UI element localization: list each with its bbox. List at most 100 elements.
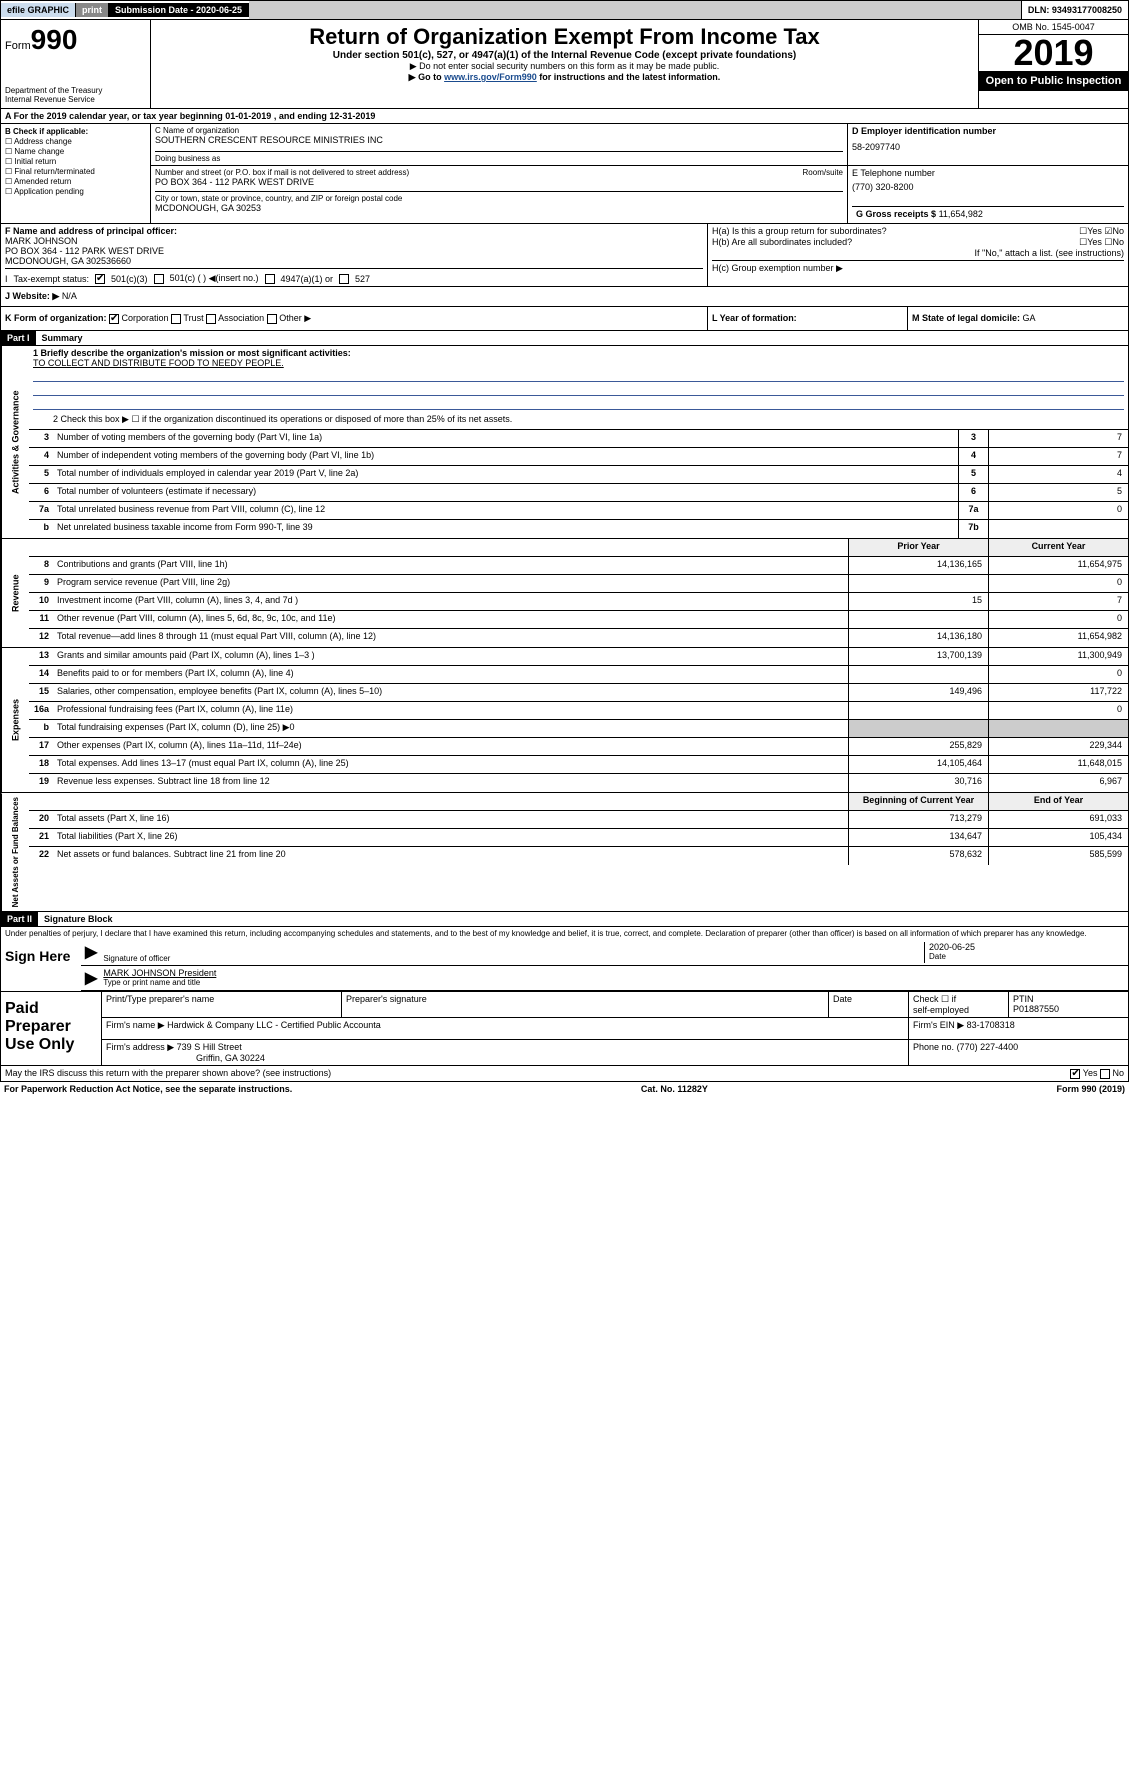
receipts-cell: G Gross receipts $ 11,654,982 xyxy=(852,206,1124,221)
gov-row: 5 Total number of individuals employed i… xyxy=(29,466,1128,484)
prep-h3: Date xyxy=(828,992,908,1017)
firm-ein-cell: Firm's EIN ▶ 83-1708318 xyxy=(908,1018,1128,1039)
part1-title: Summary xyxy=(36,331,89,345)
form-subtitle-3: ▶ Go to www.irs.gov/Form990 for instruct… xyxy=(155,72,974,83)
website-value: N/A xyxy=(62,291,77,301)
firm-phone-cell: Phone no. (770) 227-4400 xyxy=(908,1040,1128,1065)
chk-trust[interactable] xyxy=(171,314,181,324)
tax-year: 2019 xyxy=(979,35,1128,71)
line-desc: Other revenue (Part VIII, column (A), li… xyxy=(53,611,848,628)
chk-501c[interactable] xyxy=(154,274,164,284)
discuss-row: May the IRS discuss this return with the… xyxy=(0,1066,1129,1082)
firm-name-label: Firm's name ▶ xyxy=(106,1020,165,1030)
data-row: 12 Total revenue—add lines 8 through 11 … xyxy=(29,629,1128,647)
data-row: 11 Other revenue (Part VIII, column (A),… xyxy=(29,611,1128,629)
data-row: 19 Revenue less expenses. Subtract line … xyxy=(29,774,1128,792)
hb-line: H(b) Are all subordinates included? ☐Yes… xyxy=(712,237,1124,248)
chk-4947[interactable] xyxy=(265,274,275,284)
k-corp: Corporation xyxy=(122,313,169,323)
chk-501c3[interactable] xyxy=(95,274,105,284)
part1-tag: Part I xyxy=(1,331,36,345)
b-item-2[interactable]: ☐ Initial return xyxy=(5,157,146,166)
addr-row: Number and street (or P.O. box if mail i… xyxy=(151,166,1128,223)
chk-assoc[interactable] xyxy=(206,314,216,324)
data-row: 10 Investment income (Part VIII, column … xyxy=(29,593,1128,611)
addr-label: Number and street (or P.O. box if mail i… xyxy=(155,168,843,177)
preparer-section: Paid Preparer Use Only Print/Type prepar… xyxy=(0,992,1129,1066)
ha-line: H(a) Is this a group return for subordin… xyxy=(712,226,1124,237)
header-mid: Return of Organization Exempt From Incom… xyxy=(151,20,978,108)
opt-501c3: 501(c)(3) xyxy=(111,274,148,284)
form-header: Form990 Department of the Treasury Inter… xyxy=(0,20,1129,109)
line-desc: Total unrelated business revenue from Pa… xyxy=(53,502,958,519)
line-desc: Total number of individuals employed in … xyxy=(53,466,958,483)
prep-row-3: Firm's address ▶ 739 S Hill Street Griff… xyxy=(101,1040,1128,1065)
cat-text: Cat. No. 11282Y xyxy=(641,1084,708,1094)
line-num: 5 xyxy=(29,466,53,483)
current-val: 11,654,982 xyxy=(988,629,1128,647)
line-box: 7a xyxy=(958,502,988,519)
prior-val: 713,279 xyxy=(848,811,988,828)
q1-label: 1 Briefly describe the organization's mi… xyxy=(33,348,1124,358)
hc-line: H(c) Group exemption number ▶ xyxy=(712,260,1124,274)
current-val: 691,033 xyxy=(988,811,1128,828)
line-num: 18 xyxy=(29,756,53,773)
b-item-1[interactable]: ☐ Name change xyxy=(5,147,146,156)
b-item-3[interactable]: ☐ Final return/terminated xyxy=(5,167,146,176)
opt-4947: 4947(a)(1) or xyxy=(281,274,334,284)
prior-val xyxy=(848,666,988,683)
chk-corp[interactable] xyxy=(109,314,119,324)
prep-row-2: Firm's name ▶ Hardwick & Company LLC - C… xyxy=(101,1018,1128,1040)
line-desc: Number of independent voting members of … xyxy=(53,448,958,465)
form-prefix: Form xyxy=(5,40,31,52)
line-num: 13 xyxy=(29,648,53,665)
sig-section: Under penalties of perjury, I declare th… xyxy=(0,927,1129,992)
firm-addr-label: Firm's address ▶ xyxy=(106,1042,174,1052)
line-desc: Salaries, other compensation, employee b… xyxy=(53,684,848,701)
firm-name-cell: Firm's name ▶ Hardwick & Company LLC - C… xyxy=(101,1018,908,1039)
prior-val xyxy=(848,575,988,592)
addr-label-text: Number and street (or P.O. box if mail i… xyxy=(155,168,409,177)
chk-527[interactable] xyxy=(339,274,349,284)
current-val: 11,300,949 xyxy=(988,648,1128,665)
line-num: 14 xyxy=(29,666,53,683)
line-num: 17 xyxy=(29,738,53,755)
opt-501c: 501(c) ( ) ◀(insert no.) xyxy=(170,273,259,284)
b-item-5[interactable]: ☐ Application pending xyxy=(5,187,146,196)
print-button[interactable]: print xyxy=(76,3,109,17)
line-num: 4 xyxy=(29,448,53,465)
line-desc: Contributions and grants (Part VIII, lin… xyxy=(53,557,848,574)
prior-val: 14,105,464 xyxy=(848,756,988,773)
col-prior: Prior Year xyxy=(848,539,988,556)
governance-section: Activities & Governance 1 Briefly descri… xyxy=(0,346,1129,539)
top-bar: efile GRAPHIC print Submission Date - 20… xyxy=(0,0,1129,20)
irs-link[interactable]: www.irs.gov/Form990 xyxy=(444,72,537,82)
current-val: 7 xyxy=(988,593,1128,610)
sig-date-area: 2020-06-25 Date xyxy=(924,942,1124,963)
city-label: City or town, state or province, country… xyxy=(155,194,843,203)
b-item-4[interactable]: ☐ Amended return xyxy=(5,177,146,186)
firm-name: Hardwick & Company LLC - Certified Publi… xyxy=(167,1020,381,1030)
m-value: GA xyxy=(1023,313,1036,323)
line-desc: Grants and similar amounts paid (Part IX… xyxy=(53,648,848,665)
period-label-a: A For the 2019 calendar year, or tax yea… xyxy=(5,111,225,121)
prior-val: 578,632 xyxy=(848,847,988,865)
topbar-spacer xyxy=(249,1,1022,19)
line-box: 6 xyxy=(958,484,988,501)
line-desc: Total number of volunteers (estimate if … xyxy=(53,484,958,501)
receipts-value: 11,654,982 xyxy=(939,209,983,219)
phone-cell: E Telephone number (770) 320-8200 G Gros… xyxy=(848,166,1128,223)
part2-header: Part II Signature Block xyxy=(0,912,1129,927)
preparer-body: Print/Type preparer's name Preparer's si… xyxy=(101,992,1128,1065)
city-value: MCDONOUGH, GA 30253 xyxy=(155,203,843,213)
k-assoc: Association xyxy=(218,313,264,323)
b-item-0[interactable]: ☐ Address change xyxy=(5,137,146,146)
discuss-no-chk[interactable] xyxy=(1100,1069,1110,1079)
sig-line-2: ▶ MARK JOHNSON President Type or print n… xyxy=(81,966,1128,991)
discuss-yes-chk[interactable] xyxy=(1070,1069,1080,1079)
col-begin: Beginning of Current Year xyxy=(848,793,988,810)
prep-h4b: self-employed xyxy=(913,1005,1004,1015)
gov-row: 7a Total unrelated business revenue from… xyxy=(29,502,1128,520)
current-val: 11,648,015 xyxy=(988,756,1128,773)
chk-other[interactable] xyxy=(267,314,277,324)
